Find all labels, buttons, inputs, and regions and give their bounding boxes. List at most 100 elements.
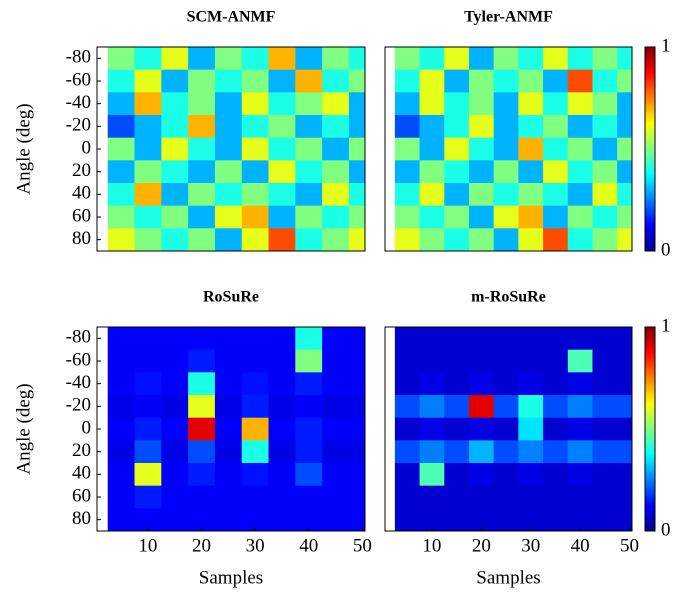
heat-cell <box>444 485 470 509</box>
heat-cell <box>295 137 323 161</box>
heat-cell <box>322 440 350 464</box>
heat-cell <box>295 47 323 71</box>
heat-cell <box>567 349 593 373</box>
heat-cell <box>107 485 136 509</box>
heat-cell <box>592 47 618 71</box>
x-axis-label: Samples <box>476 567 540 588</box>
heat-cell <box>419 92 445 116</box>
heat-cell <box>543 349 569 373</box>
heat-cell <box>394 349 421 373</box>
heat-cell <box>419 327 445 351</box>
heat-cell <box>134 463 162 487</box>
heat-cell <box>543 137 569 161</box>
heat-cell <box>161 327 189 351</box>
heat-cell <box>493 485 519 509</box>
heat-cell <box>214 372 243 396</box>
heat-cell <box>518 183 544 207</box>
heat-cell <box>518 228 544 251</box>
heat-cell <box>241 115 270 139</box>
heat-cell <box>188 372 216 396</box>
heat-cell <box>161 463 189 487</box>
heat-cell <box>188 395 216 419</box>
heat-cell <box>468 160 495 184</box>
heat-cell <box>161 228 189 251</box>
heat-cell <box>107 440 136 464</box>
heat-cell <box>444 372 470 396</box>
y-tick-label: -40 <box>66 372 91 393</box>
heat-cell <box>468 440 495 464</box>
heat-cell <box>493 463 519 487</box>
heat-cell <box>444 92 470 116</box>
heat-cell <box>543 205 569 229</box>
y-axis-label: Angle (deg) <box>13 103 34 194</box>
heat-cell <box>322 349 350 373</box>
heat-cell <box>419 183 445 207</box>
heat-cell <box>241 92 270 116</box>
heat-cell <box>188 327 216 351</box>
heat-cell <box>268 463 296 487</box>
heat-cell <box>134 205 162 229</box>
heat-cell <box>419 463 445 487</box>
heat-cell <box>567 372 593 396</box>
heat-cell <box>241 183 270 207</box>
heat-cell <box>188 183 216 207</box>
panel-title: SCM-ANMF <box>187 9 276 26</box>
heat-cell <box>617 205 632 229</box>
heat-cell <box>161 115 189 139</box>
heat-cell <box>107 160 136 184</box>
heat-cell <box>268 417 296 441</box>
panel-title: RoSuRe <box>203 289 259 306</box>
heat-cell <box>241 463 270 487</box>
heat-cell <box>348 508 365 531</box>
y-tick-label: 80 <box>72 508 91 529</box>
heat-cell <box>543 160 569 184</box>
y-tick-label: 80 <box>72 228 91 249</box>
heat-cell <box>348 372 365 396</box>
x-tick-label: 10 <box>422 535 441 556</box>
heat-cell <box>295 485 323 509</box>
heat-cell <box>134 395 162 419</box>
heat-cell <box>543 508 569 531</box>
heat-cell <box>592 485 618 509</box>
heat-cell <box>188 92 216 116</box>
heat-cell <box>241 228 270 251</box>
heat-cell <box>322 205 350 229</box>
heat-cell <box>592 205 618 229</box>
heat-cell <box>567 137 593 161</box>
heatmap <box>107 47 365 251</box>
heat-cell <box>567 395 593 419</box>
heat-cell <box>617 115 632 139</box>
heat-cell <box>419 160 445 184</box>
heat-cell <box>188 440 216 464</box>
heat-cell <box>543 440 569 464</box>
heat-cell <box>241 205 270 229</box>
heat-cell <box>295 69 323 93</box>
heat-cell <box>134 183 162 207</box>
heat-cell <box>394 463 421 487</box>
heat-cell <box>188 137 216 161</box>
heat-cell <box>493 183 519 207</box>
heat-cell <box>348 463 365 487</box>
heat-cell <box>268 349 296 373</box>
heat-cell <box>468 115 495 139</box>
heat-cell <box>295 372 323 396</box>
heat-cell <box>161 440 189 464</box>
heat-cell <box>134 485 162 509</box>
heat-cell <box>419 440 445 464</box>
heat-cell <box>518 485 544 509</box>
heat-cell <box>214 440 243 464</box>
heat-cell <box>268 92 296 116</box>
heat-cell <box>107 417 136 441</box>
heat-cell <box>348 183 365 207</box>
heat-cell <box>161 47 189 71</box>
x-tick-label: 50 <box>353 535 372 556</box>
heat-cell <box>241 508 270 531</box>
heat-cell <box>493 327 519 351</box>
y-tick-label: -40 <box>66 92 91 113</box>
heat-cell <box>592 183 618 207</box>
heat-cell <box>214 508 243 531</box>
heat-cell <box>617 395 632 419</box>
y-tick-label: -80 <box>66 327 91 348</box>
y-tick-label: 40 <box>72 463 91 484</box>
heat-cell <box>394 228 421 251</box>
